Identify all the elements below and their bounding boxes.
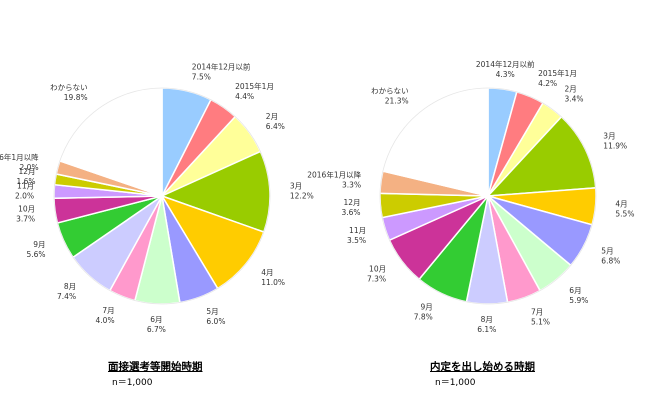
chart-1-sample-size: n＝1,000 [112,378,153,388]
chart-1-title: 面接選考等開始時期 [108,361,203,373]
pie-1-label-2: 2015年1月 4.4% [235,81,274,101]
pie-1-label-6: 5月 6.0% [206,307,225,326]
pie-1-label-10: 9月 5.6% [26,240,45,259]
pie-2-label-4: 3月 11.9% [603,131,627,150]
pie-1-label-5: 4月 11.0% [261,268,285,287]
pie-2-label-8: 7月 5.1% [531,308,550,327]
pie-2-label-10: 9月 7.8% [414,303,433,322]
pie-1-label-1: 2014年12月以前 7.5% [192,62,251,82]
pie-1-label-14: 2016年1月以降2.0% [0,152,39,172]
pie-2-label-5: 4月 5.5% [615,199,634,218]
pie-2-label-7: 6月 5.9% [569,286,588,305]
pie-1-label-4: 3月 12.2% [290,182,314,201]
pie-1-label-9: 8月 7.4% [57,282,76,301]
pie-1-label-3: 2月 6.4% [266,112,285,131]
pie-2-label-14: 2016年1月以降 3.3% [307,170,361,190]
pie-chart-2: 2014年12月以前 4.3% 2015年1月 4.2%2月 3.4% 3月 11.9% 4月… [307,59,634,334]
chart-2-sample-size: n＝1,000 [435,378,476,388]
pie-1-label-11: 10月 3.7% [16,204,35,223]
pie-1-label-13: 12月 1.6% [16,167,35,186]
pie-1-outline [53,87,271,305]
pie-2-label-11: 10月 7.3% [367,265,386,284]
pie-2-outline [379,87,597,305]
pie-2-label-2: 2015年1月 4.2% [538,68,577,88]
pie-1-label-7: 6月 6.7% [147,315,166,334]
pie-chart-1: 2014年12月以前 7.5%2015年1月 4.4% 2月 6.4% 3月 12.2% 4月… [0,62,314,334]
pie-1-label-12: 11月 2.0% [15,182,34,201]
pie-2-label-13: 12月 3.6% [341,198,360,217]
pie-2-label-12: 11月 3.5% [347,226,366,245]
pie-2-label-15: わからない 21.3% [371,87,409,106]
pie-2-label-1: 2014年12月以前 4.3% [476,59,535,79]
pie-2-label-3: 2月 3.4% [565,84,584,103]
chart-2-title: 内定を出し始める時期 [430,361,535,373]
pie-1-label-15: わからない 19.8% [50,83,88,102]
pie-2-label-9: 8月 6.1% [477,315,496,334]
pie-1-label-8: 7月 4.0% [96,306,115,325]
pie-2-label-6: 5月 6.8% [601,247,620,266]
